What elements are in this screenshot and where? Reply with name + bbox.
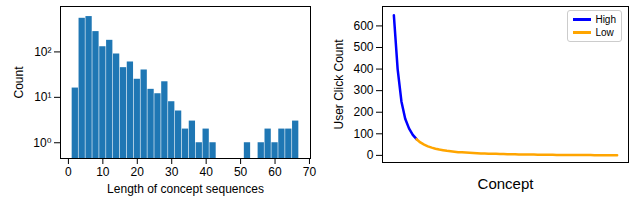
svg-text:60: 60 — [268, 165, 282, 179]
svg-text:30: 30 — [165, 165, 179, 179]
svg-text:0: 0 — [367, 148, 374, 162]
svg-text:100: 100 — [353, 127, 373, 141]
svg-text:500: 500 — [353, 40, 373, 54]
svg-text:Concept: Concept — [478, 175, 535, 192]
svg-text:10²: 10² — [34, 45, 51, 59]
svg-text:200: 200 — [353, 105, 373, 119]
svg-text:40: 40 — [199, 165, 213, 179]
html-text:High: High — [595, 14, 616, 25]
svg-text:10⁰: 10⁰ — [33, 136, 51, 150]
svg-text:0: 0 — [65, 165, 72, 179]
svg-text:600: 600 — [353, 19, 373, 33]
svg-text:50: 50 — [234, 165, 248, 179]
svg-text:User Click Count: User Click Count — [332, 39, 346, 130]
svg-text:10: 10 — [96, 165, 110, 179]
svg-text:20: 20 — [131, 165, 145, 179]
html-text:Low: Low — [595, 27, 614, 38]
svg-text:300: 300 — [353, 83, 373, 97]
svg-text:Count: Count — [12, 66, 26, 99]
svg-text:70: 70 — [303, 165, 317, 179]
svg-text:400: 400 — [353, 62, 373, 76]
svg-text:10¹: 10¹ — [34, 90, 51, 104]
svg-text:Length of concept sequences: Length of concept sequences — [107, 182, 264, 196]
